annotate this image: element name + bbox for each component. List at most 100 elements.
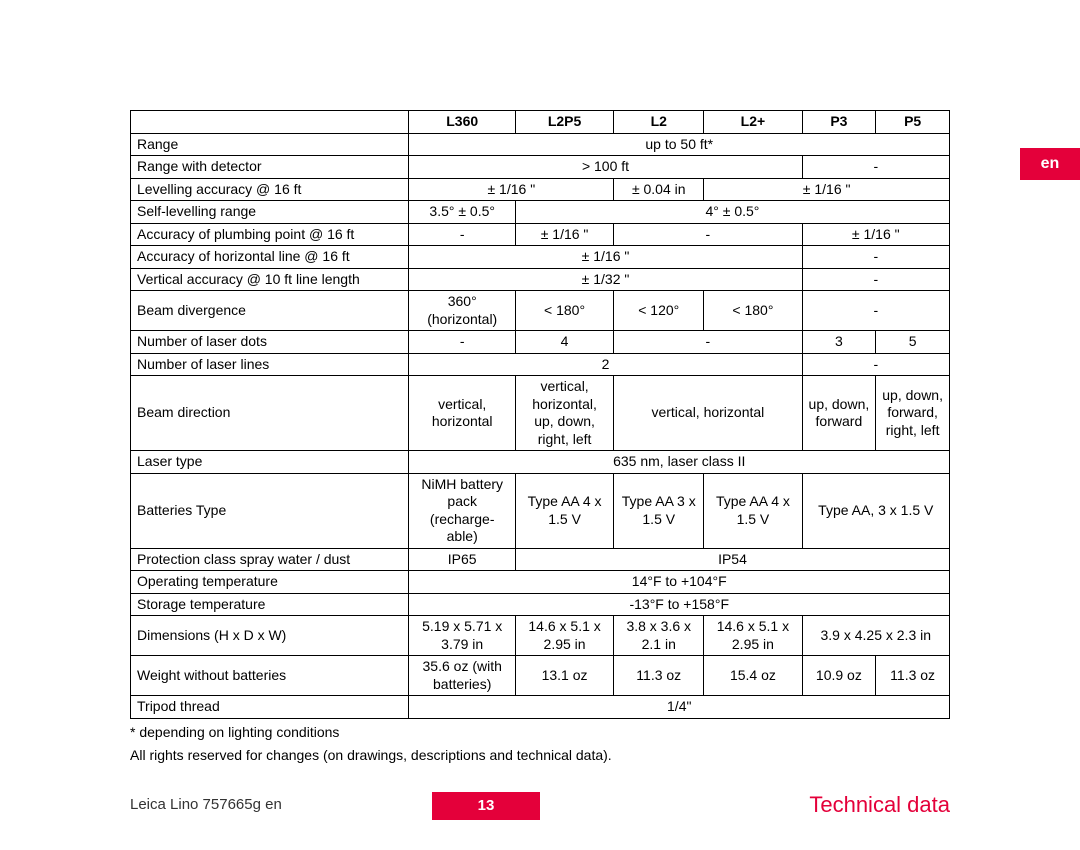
table-row: Protection class spray water / dust IP65… <box>131 548 950 571</box>
cell: - <box>802 353 949 376</box>
cell: 4° ± 0.5° <box>515 201 949 224</box>
cell: 360° (horizontal) <box>409 291 515 331</box>
cell: Type AA 4 x 1.5 V <box>515 473 613 548</box>
cell: Type AA, 3 x 1.5 V <box>802 473 949 548</box>
footer-section-title: Technical data <box>809 792 950 818</box>
row-label: Tripod thread <box>131 696 409 719</box>
table-row: Laser type 635 nm, laser class II <box>131 451 950 474</box>
cell: vertical, horizontal <box>614 376 802 451</box>
cell: - <box>802 156 949 179</box>
cell: up to 50 ft* <box>409 133 950 156</box>
cell: - <box>802 268 949 291</box>
row-label: Operating temperature <box>131 571 409 594</box>
cell: 5.19 x 5.71 x 3.79 in <box>409 616 515 656</box>
header-model: L2P5 <box>515 111 613 134</box>
footer-doc-id: Leica Lino 757665g en <box>130 796 282 813</box>
cell: ± 1/16 " <box>409 178 614 201</box>
table-row: Beam divergence 360° (horizontal) < 180°… <box>131 291 950 331</box>
footer-page-number: 13 <box>432 792 540 820</box>
cell: 3.8 x 3.6 x 2.1 in <box>614 616 704 656</box>
row-label: Storage temperature <box>131 593 409 616</box>
cell: 10.9 oz <box>802 656 876 696</box>
cell: 35.6 oz (with batteries) <box>409 656 515 696</box>
row-label: Beam divergence <box>131 291 409 331</box>
cell: - <box>802 291 949 331</box>
cell: vertical, horizontal, up, down, right, l… <box>515 376 613 451</box>
page-footer: Leica Lino 757665g en 13 Technical data <box>0 792 1080 820</box>
cell: - <box>614 331 802 354</box>
table-row: Batteries Type NiMH battery pack (rechar… <box>131 473 950 548</box>
page-content: L360 L2P5 L2 L2+ P3 P5 Range up to 50 ft… <box>0 0 1080 766</box>
cell: ± 0.04 in <box>614 178 704 201</box>
row-label: Laser type <box>131 451 409 474</box>
table-row: Vertical accuracy @ 10 ft line length ± … <box>131 268 950 291</box>
cell: 11.3 oz <box>876 656 950 696</box>
cell: 14.6 x 5.1 x 2.95 in <box>515 616 613 656</box>
cell: Type AA 3 x 1.5 V <box>614 473 704 548</box>
cell: 1/4" <box>409 696 950 719</box>
cell: Type AA 4 x 1.5 V <box>704 473 802 548</box>
cell: 2 <box>409 353 802 376</box>
cell: up, down, forward, right, left <box>876 376 950 451</box>
row-label: Accuracy of horizontal line @ 16 ft <box>131 246 409 269</box>
row-label: Levelling accuracy @ 16 ft <box>131 178 409 201</box>
cell: 3.9 x 4.25 x 2.3 in <box>802 616 949 656</box>
header-model: P3 <box>802 111 876 134</box>
footnote: All rights reserved for changes (on draw… <box>130 746 1005 766</box>
header-model: L360 <box>409 111 515 134</box>
cell: ± 1/32 " <box>409 268 802 291</box>
cell: 14°F to +104°F <box>409 571 950 594</box>
language-tab: en <box>1020 148 1080 180</box>
table-row: Dimensions (H x D x W) 5.19 x 5.71 x 3.7… <box>131 616 950 656</box>
table-row: Range with detector > 100 ft - <box>131 156 950 179</box>
table-row: Operating temperature 14°F to +104°F <box>131 571 950 594</box>
cell: 3 <box>802 331 876 354</box>
cell: up, down, forward <box>802 376 876 451</box>
table-row: Levelling accuracy @ 16 ft ± 1/16 " ± 0.… <box>131 178 950 201</box>
table-row: Number of laser lines 2 - <box>131 353 950 376</box>
table-row: Accuracy of horizontal line @ 16 ft ± 1/… <box>131 246 950 269</box>
row-label: Weight without batteries <box>131 656 409 696</box>
cell: - <box>409 331 515 354</box>
row-label: Number of laser dots <box>131 331 409 354</box>
cell: - <box>614 223 802 246</box>
row-label: Dimensions (H x D x W) <box>131 616 409 656</box>
cell: ± 1/16 " <box>704 178 950 201</box>
table-row: Number of laser dots - 4 - 3 5 <box>131 331 950 354</box>
header-model: P5 <box>876 111 950 134</box>
cell: 15.4 oz <box>704 656 802 696</box>
header-blank <box>131 111 409 134</box>
cell: 3.5° ± 0.5° <box>409 201 515 224</box>
row-label: Beam direction <box>131 376 409 451</box>
header-model: L2 <box>614 111 704 134</box>
table-row: Weight without batteries 35.6 oz (with b… <box>131 656 950 696</box>
cell: < 120° <box>614 291 704 331</box>
cell: 4 <box>515 331 613 354</box>
cell: 11.3 oz <box>614 656 704 696</box>
cell: -13°F to +158°F <box>409 593 950 616</box>
table-row: Tripod thread 1/4" <box>131 696 950 719</box>
cell: NiMH battery pack (recharge-able) <box>409 473 515 548</box>
cell: < 180° <box>515 291 613 331</box>
cell: ± 1/16 " <box>515 223 613 246</box>
row-label: Protection class spray water / dust <box>131 548 409 571</box>
cell: > 100 ft <box>409 156 802 179</box>
cell: ± 1/16 " <box>409 246 802 269</box>
table-row: Beam direction vertical, horizontal vert… <box>131 376 950 451</box>
cell: 5 <box>876 331 950 354</box>
table-row: Range up to 50 ft* <box>131 133 950 156</box>
footnote: * depending on lighting conditions <box>130 723 1005 743</box>
row-label: Self-levelling range <box>131 201 409 224</box>
cell: - <box>802 246 949 269</box>
row-label: Range with detector <box>131 156 409 179</box>
row-label: Vertical accuracy @ 10 ft line length <box>131 268 409 291</box>
row-label: Accuracy of plumbing point @ 16 ft <box>131 223 409 246</box>
table-header: L360 L2P5 L2 L2+ P3 P5 <box>131 111 950 134</box>
cell: 635 nm, laser class II <box>409 451 950 474</box>
cell: 13.1 oz <box>515 656 613 696</box>
header-model: L2+ <box>704 111 802 134</box>
table-row: Storage temperature -13°F to +158°F <box>131 593 950 616</box>
row-label: Number of laser lines <box>131 353 409 376</box>
table-row: Self-levelling range 3.5° ± 0.5° 4° ± 0.… <box>131 201 950 224</box>
cell: vertical, horizontal <box>409 376 515 451</box>
